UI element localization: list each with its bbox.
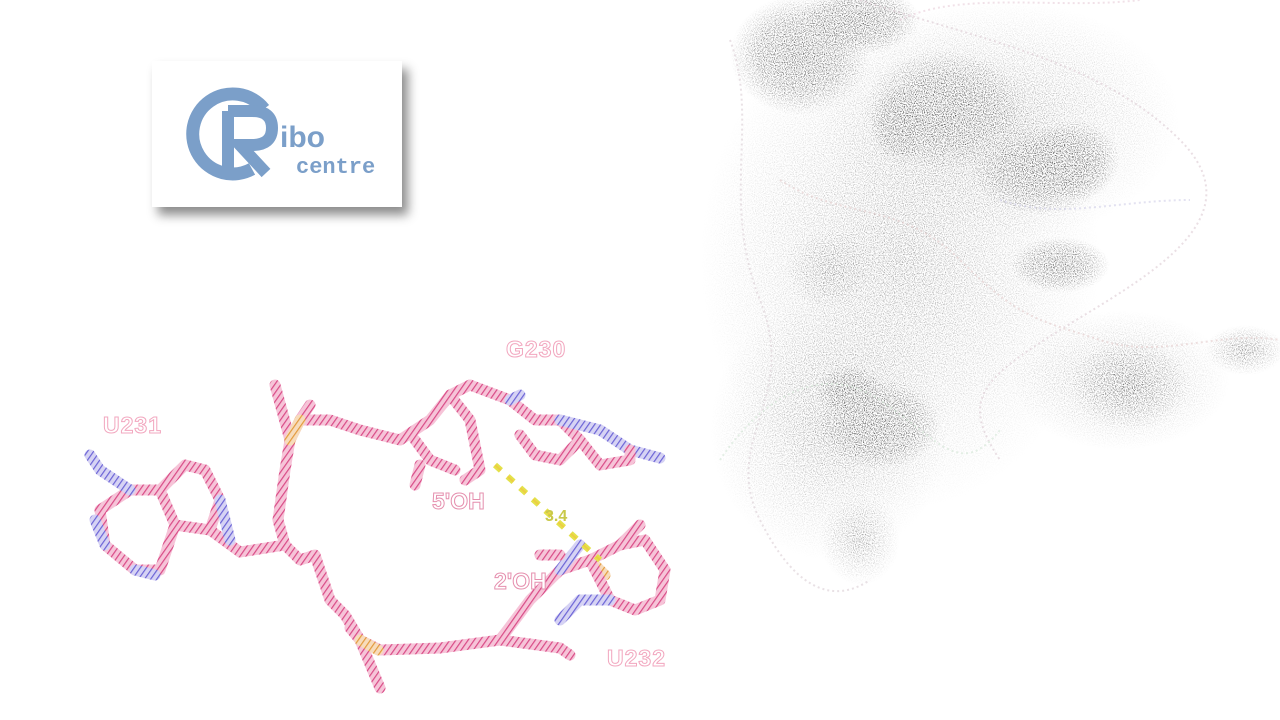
rna-backbone-strands <box>719 0 1280 593</box>
logo-word-top: ibo <box>280 121 325 154</box>
residue-label-g230: G230 <box>505 336 567 363</box>
u232-base <box>494 519 671 661</box>
hbond-distance-label: 3.4 <box>545 508 568 525</box>
logo-word-bottom: centre <box>296 155 375 180</box>
rna-density-cloud <box>700 0 1280 585</box>
u231-base <box>84 449 246 581</box>
ribocentre-logo: ibo centre <box>152 61 402 207</box>
atom-label-5oh: 5'OH <box>432 488 486 515</box>
logo-mark-icon: ibo centre <box>186 87 375 181</box>
backbone-sticks <box>234 379 566 694</box>
hydrogen-bond-dashes <box>492 462 603 563</box>
residue-label-u232: U232 <box>607 645 666 672</box>
residue-label-u231: U231 <box>103 412 162 439</box>
atom-label-2oh: 2'OH <box>494 568 548 595</box>
g230-base <box>464 379 666 471</box>
